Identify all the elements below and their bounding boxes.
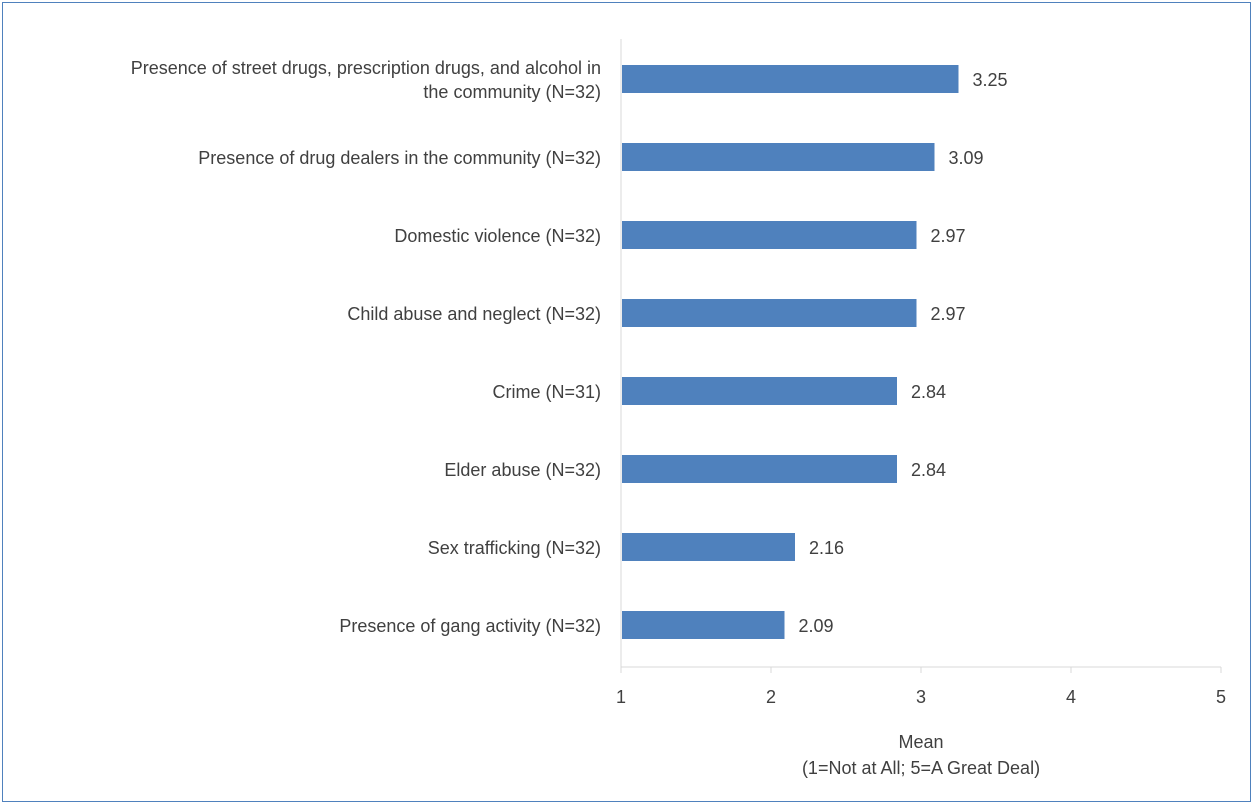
bar — [622, 455, 897, 483]
bar-value-label: 2.09 — [799, 616, 834, 636]
bar — [622, 611, 785, 639]
x-axis-title: Mean — [898, 732, 943, 752]
bar-value-label: 2.97 — [931, 226, 966, 246]
bar — [622, 533, 795, 561]
x-tick-label: 2 — [766, 687, 776, 707]
category-label: Presence of street drugs, prescription d… — [131, 58, 601, 78]
bar — [622, 377, 897, 405]
category-label: Elder abuse (N=32) — [444, 460, 601, 480]
axis-layer: 1 2 3 4 5 Mean (1=Not at All; 5=A Great Deal) — [616, 39, 1226, 778]
x-tick-label: 4 — [1066, 687, 1076, 707]
x-tick-label: 5 — [1216, 687, 1226, 707]
bar-value-label: 2.16 — [809, 538, 844, 558]
bar — [622, 221, 917, 249]
bar — [622, 65, 959, 93]
category-label: Child abuse and neglect (N=32) — [347, 304, 601, 324]
category-label: Presence of drug dealers in the communit… — [198, 148, 601, 168]
bar-chart: 3.25 Presence of street drugs, prescripti… — [131, 39, 1226, 778]
x-axis-title: (1=Not at All; 5=A Great Deal) — [802, 758, 1040, 778]
x-tick-label: 3 — [916, 687, 926, 707]
bar — [622, 299, 917, 327]
category-label: Sex trafficking (N=32) — [428, 538, 601, 558]
bar — [622, 143, 935, 171]
bar-value-label: 3.09 — [949, 148, 984, 168]
bar-value-label: 2.97 — [931, 304, 966, 324]
x-tick-label: 1 — [616, 687, 626, 707]
bars-layer: 3.25 Presence of street drugs, prescripti… — [131, 58, 1008, 639]
category-label: Presence of gang activity (N=32) — [339, 616, 601, 636]
category-label: Domestic violence (N=32) — [394, 226, 601, 246]
category-label: Crime (N=31) — [492, 382, 601, 402]
bar-value-label: 3.25 — [973, 70, 1008, 90]
bar-value-label: 2.84 — [911, 460, 946, 480]
bar-value-label: 2.84 — [911, 382, 946, 402]
category-label: the community (N=32) — [423, 82, 601, 102]
